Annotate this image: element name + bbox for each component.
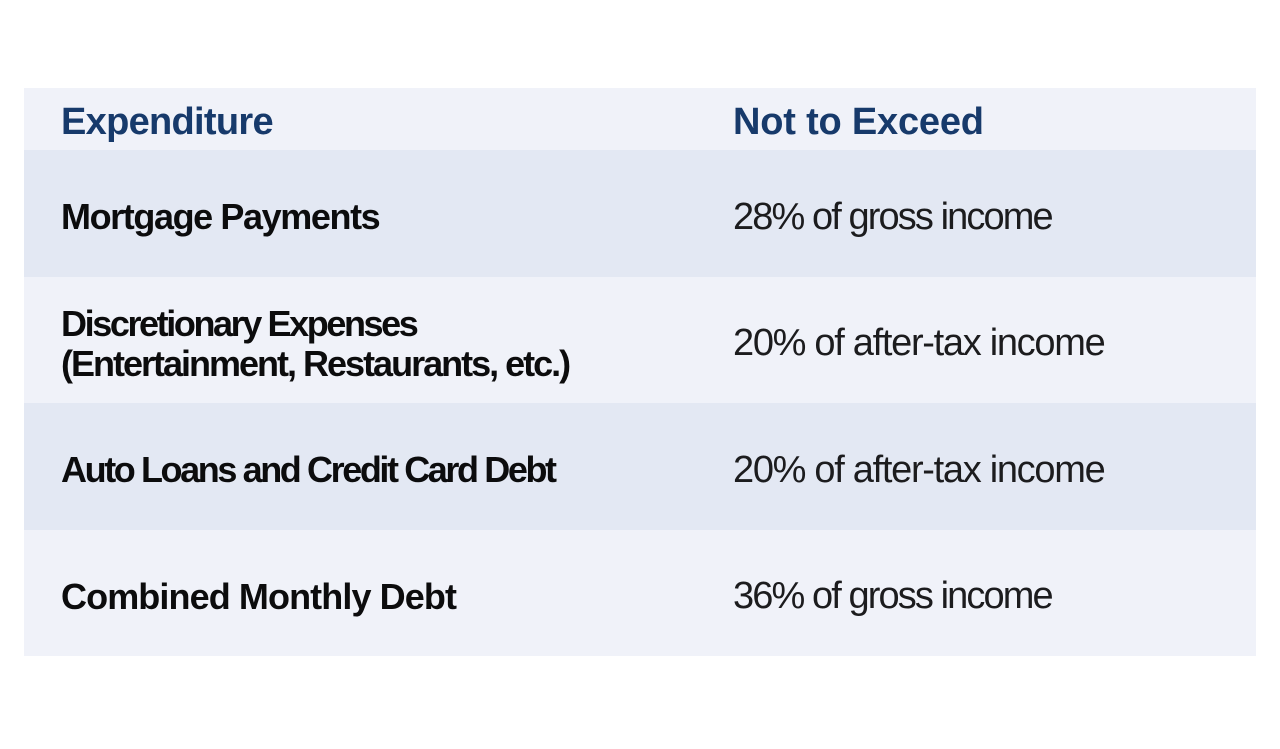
column-header-not-to-exceed: Not to Exceed — [733, 100, 984, 143]
expenditure-label: Mortgage Payments — [61, 196, 381, 238]
cell-limit: 20% of after-tax income — [733, 277, 1256, 404]
table-row-auto-loans: Auto Loans and Credit Card Debt 20% of a… — [24, 403, 1256, 530]
table-row-mortgage-payments: Mortgage Payments 28% of gross income — [24, 150, 1256, 277]
header-cell-expenditure: Expenditure — [24, 88, 733, 150]
limit-label: 28% of gross income — [733, 195, 1054, 238]
cell-limit: 28% of gross income — [733, 150, 1256, 277]
expenditure-line: Combined Monthly Debt — [61, 575, 457, 617]
expenditure-line: Discretionary Expenses — [61, 302, 419, 344]
header-cell-not-to-exceed: Not to Exceed — [733, 88, 1256, 150]
limit-label: 36% of gross income — [733, 575, 1054, 618]
cell-expenditure: Discretionary Expenses (Entertainment, R… — [24, 277, 733, 404]
cell-limit: 20% of after-tax income — [733, 403, 1256, 530]
table-row-combined-monthly-debt: Combined Monthly Debt 36% of gross incom… — [24, 529, 1256, 657]
column-header-expenditure: Expenditure — [61, 100, 274, 143]
cell-limit: 36% of gross income — [733, 530, 1256, 657]
cell-expenditure: Combined Monthly Debt — [24, 530, 733, 657]
limit-label: 20% of after-tax income — [733, 448, 1106, 491]
expenditure-label: Discretionary Expenses (Entertainment, R… — [61, 302, 571, 384]
expenditure-line: Mortgage Payments — [61, 196, 381, 238]
cell-expenditure: Auto Loans and Credit Card Debt — [24, 403, 733, 530]
limit-label: 20% of after-tax income — [733, 322, 1106, 365]
cell-expenditure: Mortgage Payments — [24, 150, 733, 277]
table-row-discretionary-expenses: Discretionary Expenses (Entertainment, R… — [24, 276, 1256, 404]
expenditure-line: (Entertainment, Restaurants, etc.) — [61, 342, 571, 384]
expenditure-label: Auto Loans and Credit Card Debt — [61, 449, 557, 491]
expenditure-line: Auto Loans and Credit Card Debt — [61, 449, 557, 491]
budget-guidelines-table: Expenditure Not to Exceed Mortgage Payme… — [24, 88, 1256, 656]
table-header-row: Expenditure Not to Exceed — [24, 88, 1256, 150]
expenditure-label: Combined Monthly Debt — [61, 575, 457, 617]
